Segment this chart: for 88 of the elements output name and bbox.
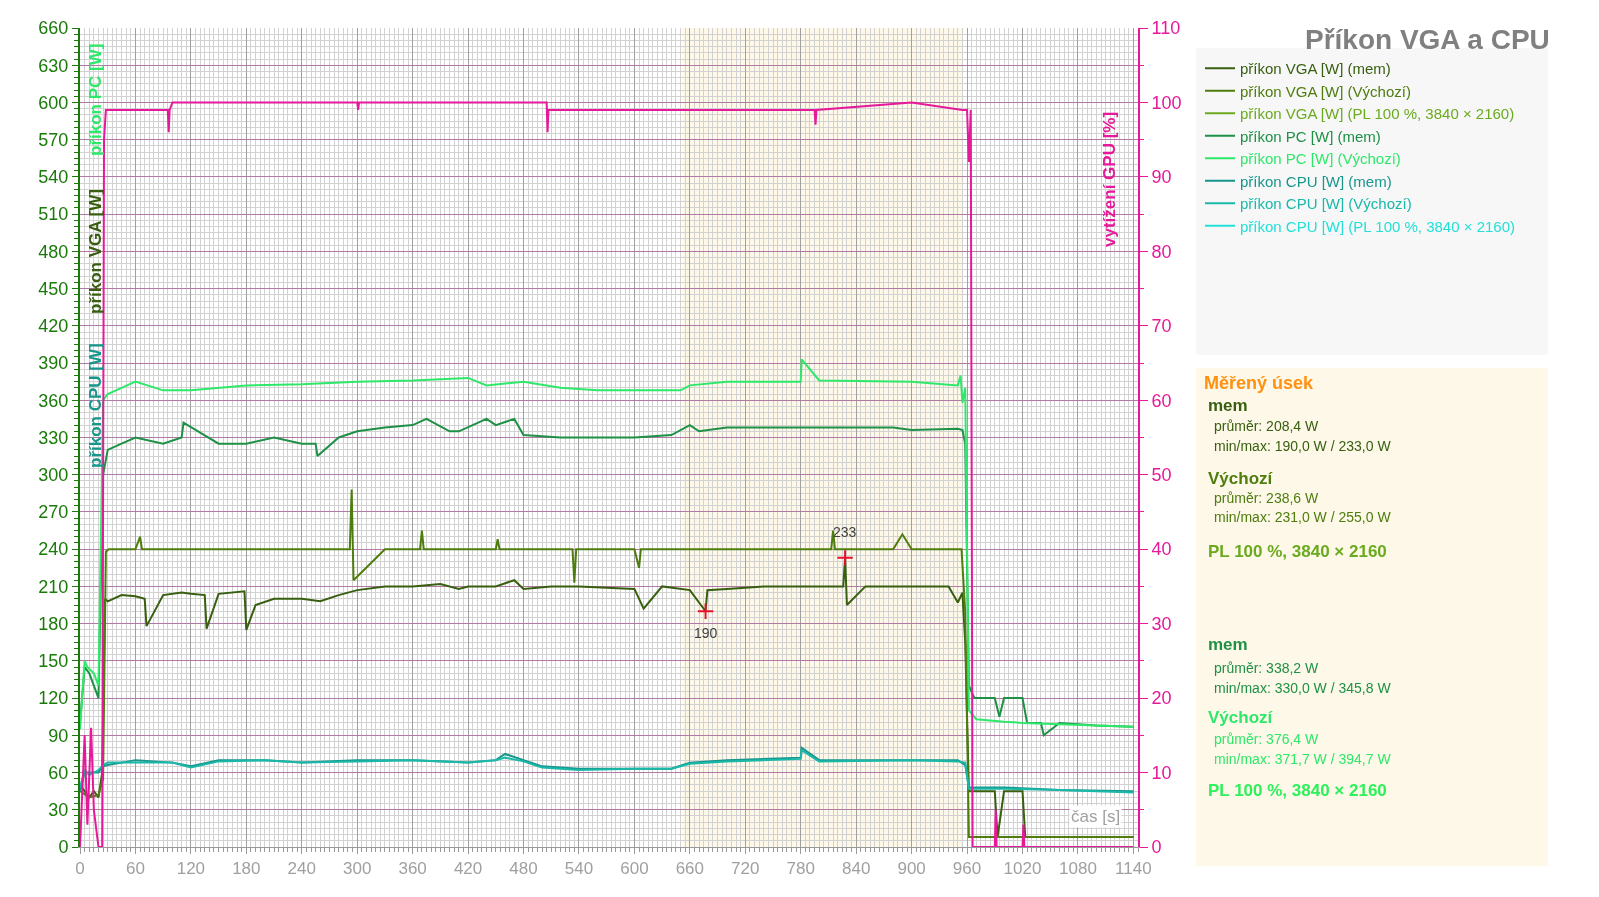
y-tick-label: 60 xyxy=(48,762,69,783)
annotation: příkon CPU [W] xyxy=(86,343,105,468)
y2-tick-label: 30 xyxy=(1151,613,1172,634)
x-tick-label: 720 xyxy=(731,859,760,879)
y-tick-label: 120 xyxy=(38,688,69,709)
x-tick-label: 60 xyxy=(125,859,145,879)
text: Příkon VGA a CPU xyxy=(1305,24,1550,55)
y2-tick-label: 90 xyxy=(1151,167,1172,188)
y2-tick-label: 20 xyxy=(1151,688,1172,709)
y-tick-label: 450 xyxy=(38,278,69,299)
x-tick-label: 0 xyxy=(75,859,85,879)
y-tick-label: 630 xyxy=(38,55,69,76)
x-tick-label: 300 xyxy=(343,859,372,879)
y-tick-label: 420 xyxy=(38,316,69,337)
y2-tick-label: 40 xyxy=(1151,539,1172,560)
y2-tick-label: 50 xyxy=(1151,465,1172,486)
annotation: příkon PC [W] xyxy=(86,43,105,156)
y-tick-label: 240 xyxy=(38,539,69,560)
text: mem xyxy=(1208,396,1248,415)
legend-label: příkon VGA [W] (Výchozí) xyxy=(1240,82,1411,100)
x-tick-label: 480 xyxy=(509,859,538,879)
y-tick-label: 510 xyxy=(38,204,69,225)
x-tick-label: 780 xyxy=(786,859,815,879)
text: Měřený úsek xyxy=(1204,373,1315,393)
x-tick-label: 600 xyxy=(620,859,649,879)
legend-label: příkon PC [W] (Výchozí) xyxy=(1240,150,1401,168)
annotation: 233 xyxy=(833,524,857,540)
y-tick-label: 570 xyxy=(38,129,69,150)
y-tick-label: 210 xyxy=(38,576,69,597)
text: min/max: 231,0 W / 255,0 W xyxy=(1214,509,1392,525)
x-tick-label: 240 xyxy=(287,859,316,879)
text: průměr: 208,4 W xyxy=(1214,418,1320,434)
text: Výchozí xyxy=(1208,708,1274,727)
legend-label: příkon VGA [W] (PL 100 %, 3840 × 2160) xyxy=(1240,105,1515,123)
x-tick-label: 840 xyxy=(841,859,871,879)
y-tick-label: 540 xyxy=(38,167,69,188)
x-tick-label: 420 xyxy=(453,859,483,879)
y-tick-label: 180 xyxy=(38,613,69,634)
y-tick-label: 0 xyxy=(58,837,69,858)
text: průměr: 338,2 W xyxy=(1214,660,1320,676)
x-tick-label: 120 xyxy=(176,859,206,879)
x-tick-label: 660 xyxy=(675,859,705,879)
y2-tick-label: 10 xyxy=(1151,762,1172,783)
legend-label: příkon CPU [W] (Výchozí) xyxy=(1240,195,1412,213)
text: PL 100 %, 3840 × 2160 xyxy=(1208,781,1387,800)
legend-label: příkon PC [W] (mem) xyxy=(1240,127,1381,145)
y-tick-label: 300 xyxy=(38,465,69,486)
y-tick-label: 600 xyxy=(38,92,69,113)
annotation: 190 xyxy=(694,625,718,641)
y2-tick-label: 80 xyxy=(1151,241,1172,262)
y-tick-label: 90 xyxy=(48,725,69,746)
x-tick-label: 360 xyxy=(398,859,427,879)
line-series xyxy=(80,101,1135,847)
text: min/max: 371,7 W / 394,7 W xyxy=(1214,751,1392,767)
legend-label: příkon VGA [W] (mem) xyxy=(1240,60,1391,78)
y2-tick-label: 110 xyxy=(1151,18,1181,39)
y-tick-label: 360 xyxy=(38,390,69,411)
text: min/max: 330,0 W / 345,8 W xyxy=(1214,680,1392,696)
text: mem xyxy=(1208,635,1248,654)
y-tick-label: 30 xyxy=(48,800,69,821)
y-tick-label: 270 xyxy=(38,502,69,523)
y2-tick-label: 60 xyxy=(1151,390,1172,411)
y-tick-label: 660 xyxy=(38,18,69,39)
x-tick-label: 1140 xyxy=(1115,859,1152,879)
x-tick-label: 900 xyxy=(897,859,926,879)
y-tick-label: 330 xyxy=(38,427,69,448)
y-tick-label: 390 xyxy=(38,353,69,374)
x-tick-label: 960 xyxy=(952,859,982,879)
x-tick-label: 180 xyxy=(232,859,261,879)
x-axis-title: čas [s] xyxy=(1071,807,1121,826)
text: Výchozí xyxy=(1208,469,1274,488)
annotation: příkon VGA [W] xyxy=(86,189,105,314)
x-tick-label: 1020 xyxy=(1003,859,1042,879)
line-series xyxy=(80,488,1135,839)
legend-label: příkon CPU [W] (PL 100 %, 3840 × 2160) xyxy=(1240,217,1516,235)
y-tick-label: 480 xyxy=(38,241,69,262)
text: min/max: 190,0 W / 233,0 W xyxy=(1214,438,1392,454)
y2-tick-label: 100 xyxy=(1151,92,1182,113)
text: PL 100 %, 3840 × 2160 xyxy=(1208,542,1387,561)
x-tick-label: 540 xyxy=(564,859,594,879)
y2-tick-label: 70 xyxy=(1151,316,1172,337)
y2-axis-title: vytížení GPU [%] xyxy=(1100,111,1119,247)
legend-label: příkon CPU [W] (mem) xyxy=(1240,172,1392,190)
text: průměr: 376,4 W xyxy=(1214,731,1320,747)
y-tick-label: 150 xyxy=(38,651,69,672)
text: průměr: 238,6 W xyxy=(1214,490,1320,506)
x-tick-label: 1080 xyxy=(1059,859,1097,879)
y2-tick-label: 0 xyxy=(1151,837,1162,858)
